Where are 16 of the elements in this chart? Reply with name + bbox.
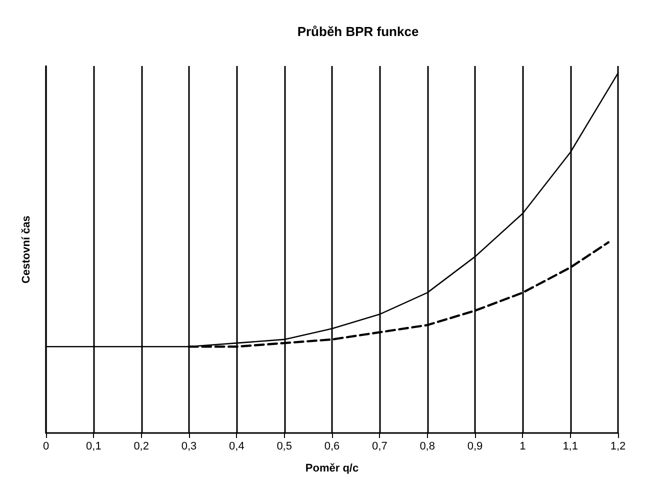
x-tick-label: 0,2 — [134, 440, 149, 452]
x-tick-label: 1 — [520, 440, 526, 452]
x-tick-label: 1,1 — [562, 440, 578, 452]
chart-title: Průběh BPR funkce — [297, 24, 419, 39]
x-tick-label: 0,6 — [324, 440, 340, 452]
x-tick-label: 0,3 — [181, 440, 197, 452]
y-axis-title: Cestovní čas — [20, 216, 32, 284]
x-tick-label: 0,4 — [229, 440, 244, 452]
x-tick-label: 0,1 — [86, 440, 102, 452]
x-tick-label: 0,7 — [372, 440, 388, 452]
x-tick-label: 0,9 — [467, 440, 483, 452]
x-tick-label: 0,5 — [276, 440, 292, 452]
x-tick-label: 0 — [42, 440, 50, 452]
x-tick-label: 1,2 — [610, 440, 626, 452]
x-tick-label: 0,8 — [420, 440, 435, 452]
x-axis-title: Poměr q/c — [305, 462, 359, 474]
